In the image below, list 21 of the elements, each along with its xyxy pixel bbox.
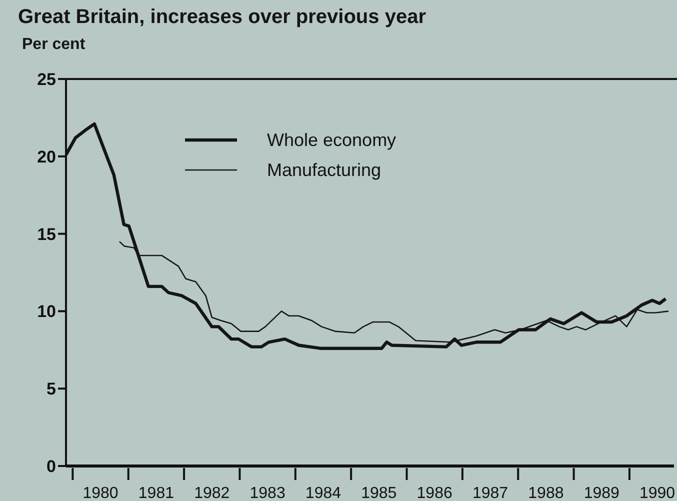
x-tick-label: 1982 [194, 485, 230, 501]
x-tick-label: 1989 [584, 485, 620, 501]
legend-label: Manufacturing [267, 160, 382, 180]
legend-label: Whole economy [267, 130, 396, 150]
y-axis-title: Per cent [22, 36, 86, 54]
chart-title: Great Britain, increases over previous year [18, 6, 426, 29]
x-tick-label: 1980 [82, 485, 118, 501]
x-tick-label: 1990 [640, 485, 676, 501]
y-tick-label: 25 [37, 70, 56, 90]
x-tick-label: 1981 [138, 485, 174, 501]
x-tick-label: 1985 [361, 485, 397, 501]
y-tick-label: 10 [37, 302, 56, 322]
y-tick-label: 20 [37, 147, 56, 166]
x-tick-label: 1984 [305, 485, 342, 501]
x-tick-label: 1988 [528, 485, 564, 501]
x-tick-label: 1987 [472, 485, 508, 501]
y-tick-label: 0 [46, 457, 56, 476]
x-tick-label: 1983 [250, 485, 286, 501]
y-tick-label: 15 [37, 224, 56, 244]
x-tick-label: 1986 [416, 485, 452, 501]
y-tick-label: 5 [46, 380, 56, 399]
